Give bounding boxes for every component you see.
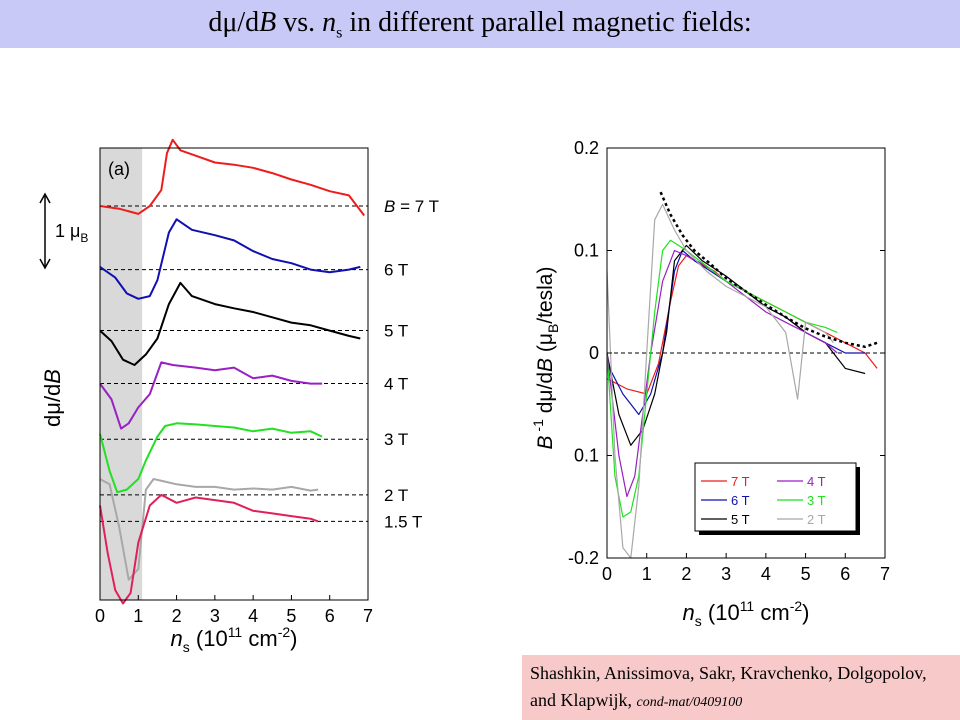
curve-4-t (99, 361, 323, 430)
series-label-6-t: 6 T (384, 261, 408, 280)
x-tick-label: 0 (602, 564, 612, 584)
curve-2-t (99, 478, 319, 581)
x-ticks: 0 1 2 3 4 5 6 7 (95, 595, 373, 626)
legend-label-2-t: 2 T (807, 512, 826, 527)
title-bar (0, 0, 960, 48)
curve-5-t (607, 244, 866, 446)
x-tick-label: 1 (642, 564, 652, 584)
x-tick-label: 2 (681, 564, 691, 584)
y-axis-label: dμ/dB (40, 369, 65, 427)
x-tick-label: 6 (325, 606, 335, 626)
series-label-5-t: 5 T (384, 322, 408, 341)
curve-1-5-t (99, 493, 319, 605)
curves (607, 191, 878, 558)
legend-label-7-t: 7 T (731, 474, 750, 489)
y-tick-label: 0.1 (574, 446, 599, 466)
curve-3-t (99, 422, 323, 494)
y-axis-label: B -1 dμ/dB (μB/tesla) (530, 267, 561, 450)
x-tick-label: 1 (133, 606, 143, 626)
x-axis-label: ns (1011 cm-2) (171, 624, 298, 655)
legend-label-5-t: 5 T (731, 512, 750, 527)
series-label-b-7-t: B = 7 T (384, 197, 439, 216)
page-title: dμ/dB vs. ns in different parallel magne… (208, 7, 752, 42)
citation-box (522, 655, 960, 720)
x-tick-label: 4 (761, 564, 771, 584)
plot-frame (99, 147, 369, 601)
x-tick-label: 6 (840, 564, 850, 584)
curve-3-t (607, 239, 838, 518)
curve-5-t (99, 281, 361, 366)
x-tick-label: 7 (363, 606, 373, 626)
legend-label-4-t: 4 T (807, 474, 826, 489)
curve-b-7-t (99, 138, 365, 217)
curve-6-t (99, 218, 361, 300)
y-tick-label: -0.2 (568, 548, 599, 568)
series-label-1-5-t: 1.5 T (384, 512, 422, 531)
left-chart: 0 1 2 3 4 5 6 7 (a) B = 7 T 6 T 5 T 4 T 3 T 2 T 1.5 T… (39, 138, 439, 655)
series-label-3-t: 3 T (384, 430, 408, 449)
y-tick-label: 0.2 (574, 138, 599, 158)
series-label-4-t: 4 T (384, 375, 408, 394)
x-tick-label: 3 (210, 606, 220, 626)
curve-2-t (607, 203, 834, 558)
panel-label: (a) (108, 159, 130, 179)
x-tick-label: 5 (801, 564, 811, 584)
series-label-2-t: 2 T (384, 486, 408, 505)
curve-fit (659, 191, 878, 349)
svg-text:1 μB: 1 μB (55, 221, 88, 245)
series-labels: B = 7 T 6 T 5 T 4 T 3 T 2 T 1.5 T (384, 197, 439, 531)
x-tick-label: 4 (248, 606, 258, 626)
x-tick-label: 7 (880, 564, 890, 584)
curves (99, 138, 365, 605)
curve-4-t (607, 249, 838, 498)
legend-label-6-t: 6 T (731, 493, 750, 508)
right-chart: 0 1 2 3 4 5 6 7 0.2 0.1 0 0.1 -0.2 7 T 4 T 6 T 3 T 5 T 2… (530, 138, 890, 629)
legend: 7 T 4 T 6 T 3 T 5 T 2 T (694, 462, 860, 535)
x-axis-label: ns (1011 cm-2) (683, 598, 810, 629)
x-tick-label: 3 (721, 564, 731, 584)
y-tick-label: 0.1 (574, 241, 599, 261)
shaded-region (100, 148, 143, 600)
legend-label-3-t: 3 T (807, 493, 826, 508)
x-tick-label: 2 (172, 606, 182, 626)
x-tick-label: 5 (286, 606, 296, 626)
y-ticks: 0.2 0.1 0 0.1 -0.2 (568, 138, 885, 568)
x-ticks: 0 1 2 3 4 5 6 7 (602, 553, 890, 584)
citation: Shashkin, Anissimova, Sakr, Kravchenko, … (530, 663, 927, 710)
y-tick-label: 0 (589, 343, 599, 363)
scale-bar: 1 μB (39, 192, 88, 270)
x-tick-label: 0 (95, 606, 105, 626)
